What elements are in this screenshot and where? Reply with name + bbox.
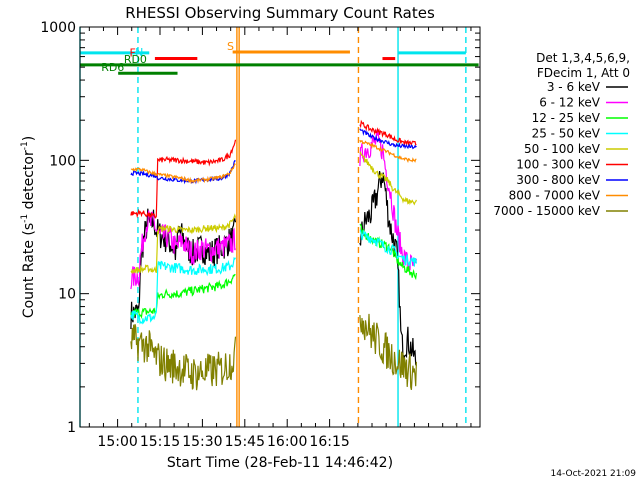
series-7000-15000-kev-segment-0 bbox=[130, 324, 237, 391]
legend-header-detectors: Det 1,3,4,5,6,9, bbox=[536, 51, 630, 65]
series-12-25-kev-segment-0 bbox=[130, 273, 236, 320]
flag-label-n: N bbox=[135, 46, 143, 59]
x-tick-label-3: 15:45 bbox=[225, 434, 265, 450]
series-100-300-kev-segment-1 bbox=[359, 119, 417, 146]
flag-label-s: S bbox=[227, 40, 234, 53]
series-300-800-kev-segment-1 bbox=[359, 128, 417, 150]
x-tick-label-2: 15:30 bbox=[182, 434, 222, 450]
legend-label-25-50-kev: 25 - 50 keV bbox=[532, 127, 601, 141]
x-tick-label-5: 16:15 bbox=[309, 434, 349, 450]
series-3-6-kev-segment-1 bbox=[359, 170, 417, 367]
flag-label-rd6: RD6 bbox=[101, 61, 124, 74]
legend-label-100-300-kev: 100 - 300 keV bbox=[516, 158, 600, 172]
y-tick-label-0: 1 bbox=[67, 420, 76, 436]
plot-frame bbox=[79, 26, 481, 428]
x-tick-label-4: 16:00 bbox=[267, 434, 307, 450]
y-tick-label-2: 100 bbox=[49, 153, 76, 169]
series-50-100-kev-segment-0 bbox=[130, 213, 237, 275]
series-50-100-kev-segment-1 bbox=[359, 151, 417, 206]
y-tick-label-1: 10 bbox=[58, 287, 76, 303]
footer-date: 14-Oct-2021 21:09 bbox=[551, 469, 637, 479]
legend-label-7000-15000-kev: 7000 - 15000 keV bbox=[493, 204, 600, 218]
series-800-7000-kev-segment-0 bbox=[130, 163, 236, 185]
legend: Det 1,3,4,5,6,9, FDecim 1, Att 0 3 - 6 k… bbox=[493, 51, 630, 218]
legend-label-800-7000-kev: 800 - 7000 keV bbox=[509, 189, 601, 203]
legend-label-3-6-kev: 3 - 6 keV bbox=[547, 80, 601, 94]
series-7000-15000-kev-segment-1 bbox=[359, 313, 417, 391]
y-tick-label-3: 1000 bbox=[40, 20, 76, 36]
x-tick-label-1: 15:15 bbox=[140, 434, 180, 450]
legend-label-6-12-kev: 6 - 12 keV bbox=[539, 96, 601, 110]
flag-label-rd0: RD0 bbox=[124, 53, 147, 66]
legend-label-12-25-kev: 12 - 25 keV bbox=[532, 111, 601, 125]
y-axis-label: Count Rate (s-1 detector-1) bbox=[20, 136, 37, 318]
chart-title: RHESSI Observing Summary Count Rates bbox=[125, 4, 435, 22]
legend-label-50-100-kev: 50 - 100 keV bbox=[524, 142, 601, 156]
legend-label-300-800-kev: 300 - 800 keV bbox=[516, 173, 600, 187]
series-25-50-kev-segment-0 bbox=[130, 256, 237, 325]
series-800-7000-kev-segment-1 bbox=[359, 139, 417, 163]
series-6-12-kev-segment-1 bbox=[359, 129, 417, 271]
legend-header-decimation: FDecim 1, Att 0 bbox=[537, 66, 630, 80]
axes: 1 10 100 1000 15:00 15:15 15:30 15:45 16:00 16:15 bbox=[40, 20, 480, 450]
series-100-300-kev-segment-0 bbox=[130, 139, 237, 219]
series-25-50-kev-segment-1 bbox=[359, 229, 417, 267]
flag-label-f: F bbox=[129, 47, 135, 60]
x-axis-label: Start Time (28-Feb-11 14:46:42) bbox=[167, 455, 393, 471]
x-tick-label-0: 15:00 bbox=[97, 434, 137, 450]
